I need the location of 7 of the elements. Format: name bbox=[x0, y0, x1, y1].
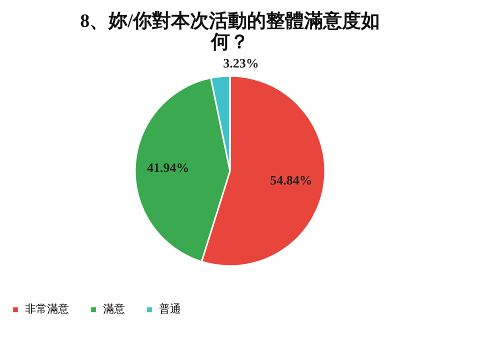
chart-title: 8、妳/你對本次活動的整體滿意度如何？ bbox=[80, 10, 380, 53]
legend-label: 非常滿意 bbox=[25, 302, 69, 316]
data-label: 41.94% bbox=[146, 160, 190, 175]
data-label: 54.84% bbox=[270, 172, 312, 188]
legend-label: 滿意 bbox=[103, 302, 125, 316]
legend-label: 普通 bbox=[159, 302, 181, 316]
data-label: 3.23% bbox=[223, 56, 259, 71]
